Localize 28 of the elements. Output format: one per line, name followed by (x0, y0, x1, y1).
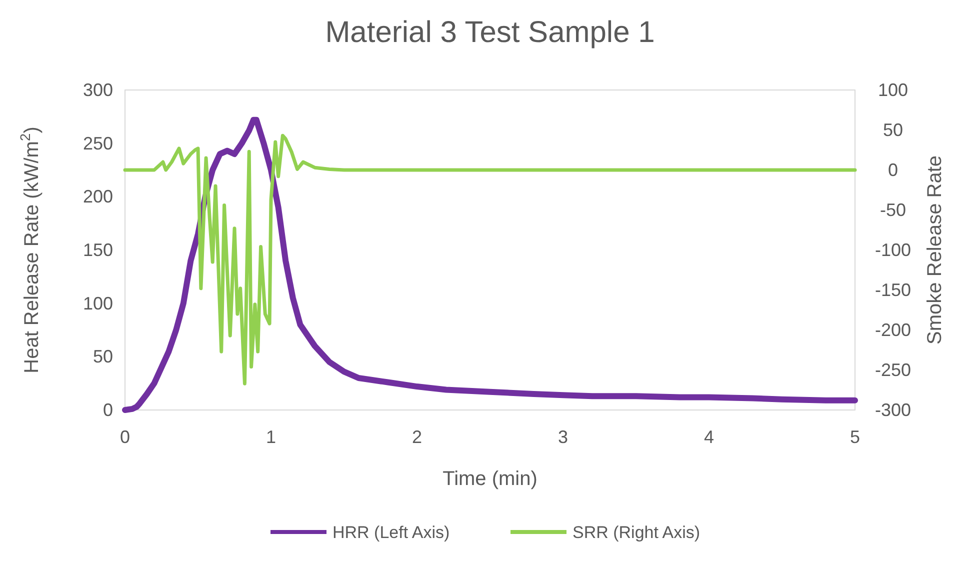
y2-tick-label: -50 (880, 200, 906, 220)
x-tick-label: 5 (850, 427, 860, 447)
line-series (123, 134, 857, 386)
chart-title: Material 3 Test Sample 1 (325, 16, 655, 49)
y2-tick-label: 50 (882, 120, 904, 140)
y-tick-label: 250 (82, 133, 113, 154)
x-tick-label: 3 (558, 427, 568, 447)
legend-label: SRR (Right Axis) (572, 523, 700, 542)
y-tick-label: 0 (102, 400, 113, 420)
x-tick-label: 4 (704, 427, 714, 447)
y-tick-label: 100 (82, 293, 113, 314)
y2-tick-label: -150 (874, 280, 912, 300)
x-tick-label: 0 (120, 427, 130, 447)
legend-label: HRR (Left Axis) (332, 523, 450, 542)
x-tick-label: 2 (412, 427, 422, 447)
y2-tick-label: -300 (874, 400, 912, 420)
y-tick-label: 200 (82, 186, 113, 207)
y-tick-label: 150 (82, 240, 113, 260)
y-tick-label: 50 (92, 346, 113, 367)
x-tick-label: 1 (266, 427, 276, 447)
y2-tick-label: -200 (874, 320, 912, 340)
y2-axis-title: Smoke Release Rate (924, 156, 946, 344)
y2-tick-label: -100 (874, 240, 912, 260)
y2-tick-label: -250 (874, 360, 912, 380)
x-axis-title: Time (min) (442, 468, 538, 490)
y2-tick-label: 0 (888, 160, 898, 180)
y2-tick-label: 100 (878, 80, 908, 100)
y-tick-label: 300 (82, 80, 113, 100)
